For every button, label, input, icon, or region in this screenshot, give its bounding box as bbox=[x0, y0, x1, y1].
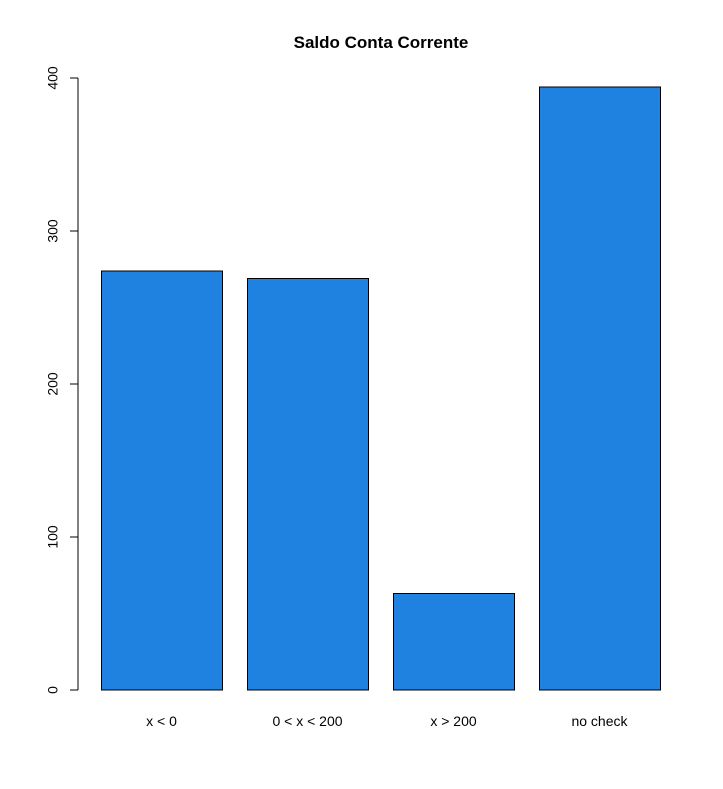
y-tick-label: 300 bbox=[45, 219, 61, 243]
bars-group bbox=[101, 86, 661, 691]
bar bbox=[247, 277, 369, 691]
x-tick-label: x > 200 bbox=[430, 713, 477, 729]
y-tick-label: 400 bbox=[45, 66, 61, 90]
chart-title: Saldo Conta Corrente bbox=[294, 33, 469, 52]
bar bbox=[539, 86, 661, 691]
x-tick-label: x < 0 bbox=[146, 713, 177, 729]
x-tick-label: no check bbox=[571, 713, 628, 729]
bar bbox=[101, 270, 223, 691]
x-tick-label: 0 < x < 200 bbox=[272, 713, 342, 729]
y-axis: 0 100 200 300 400 bbox=[45, 66, 79, 694]
y-tick-label: 100 bbox=[45, 525, 61, 549]
y-tick-label: 200 bbox=[45, 372, 61, 396]
bar bbox=[393, 593, 515, 691]
x-axis-labels: x < 0 0 < x < 200 x > 200 no check bbox=[146, 713, 628, 729]
y-tick-label: 0 bbox=[45, 686, 61, 694]
